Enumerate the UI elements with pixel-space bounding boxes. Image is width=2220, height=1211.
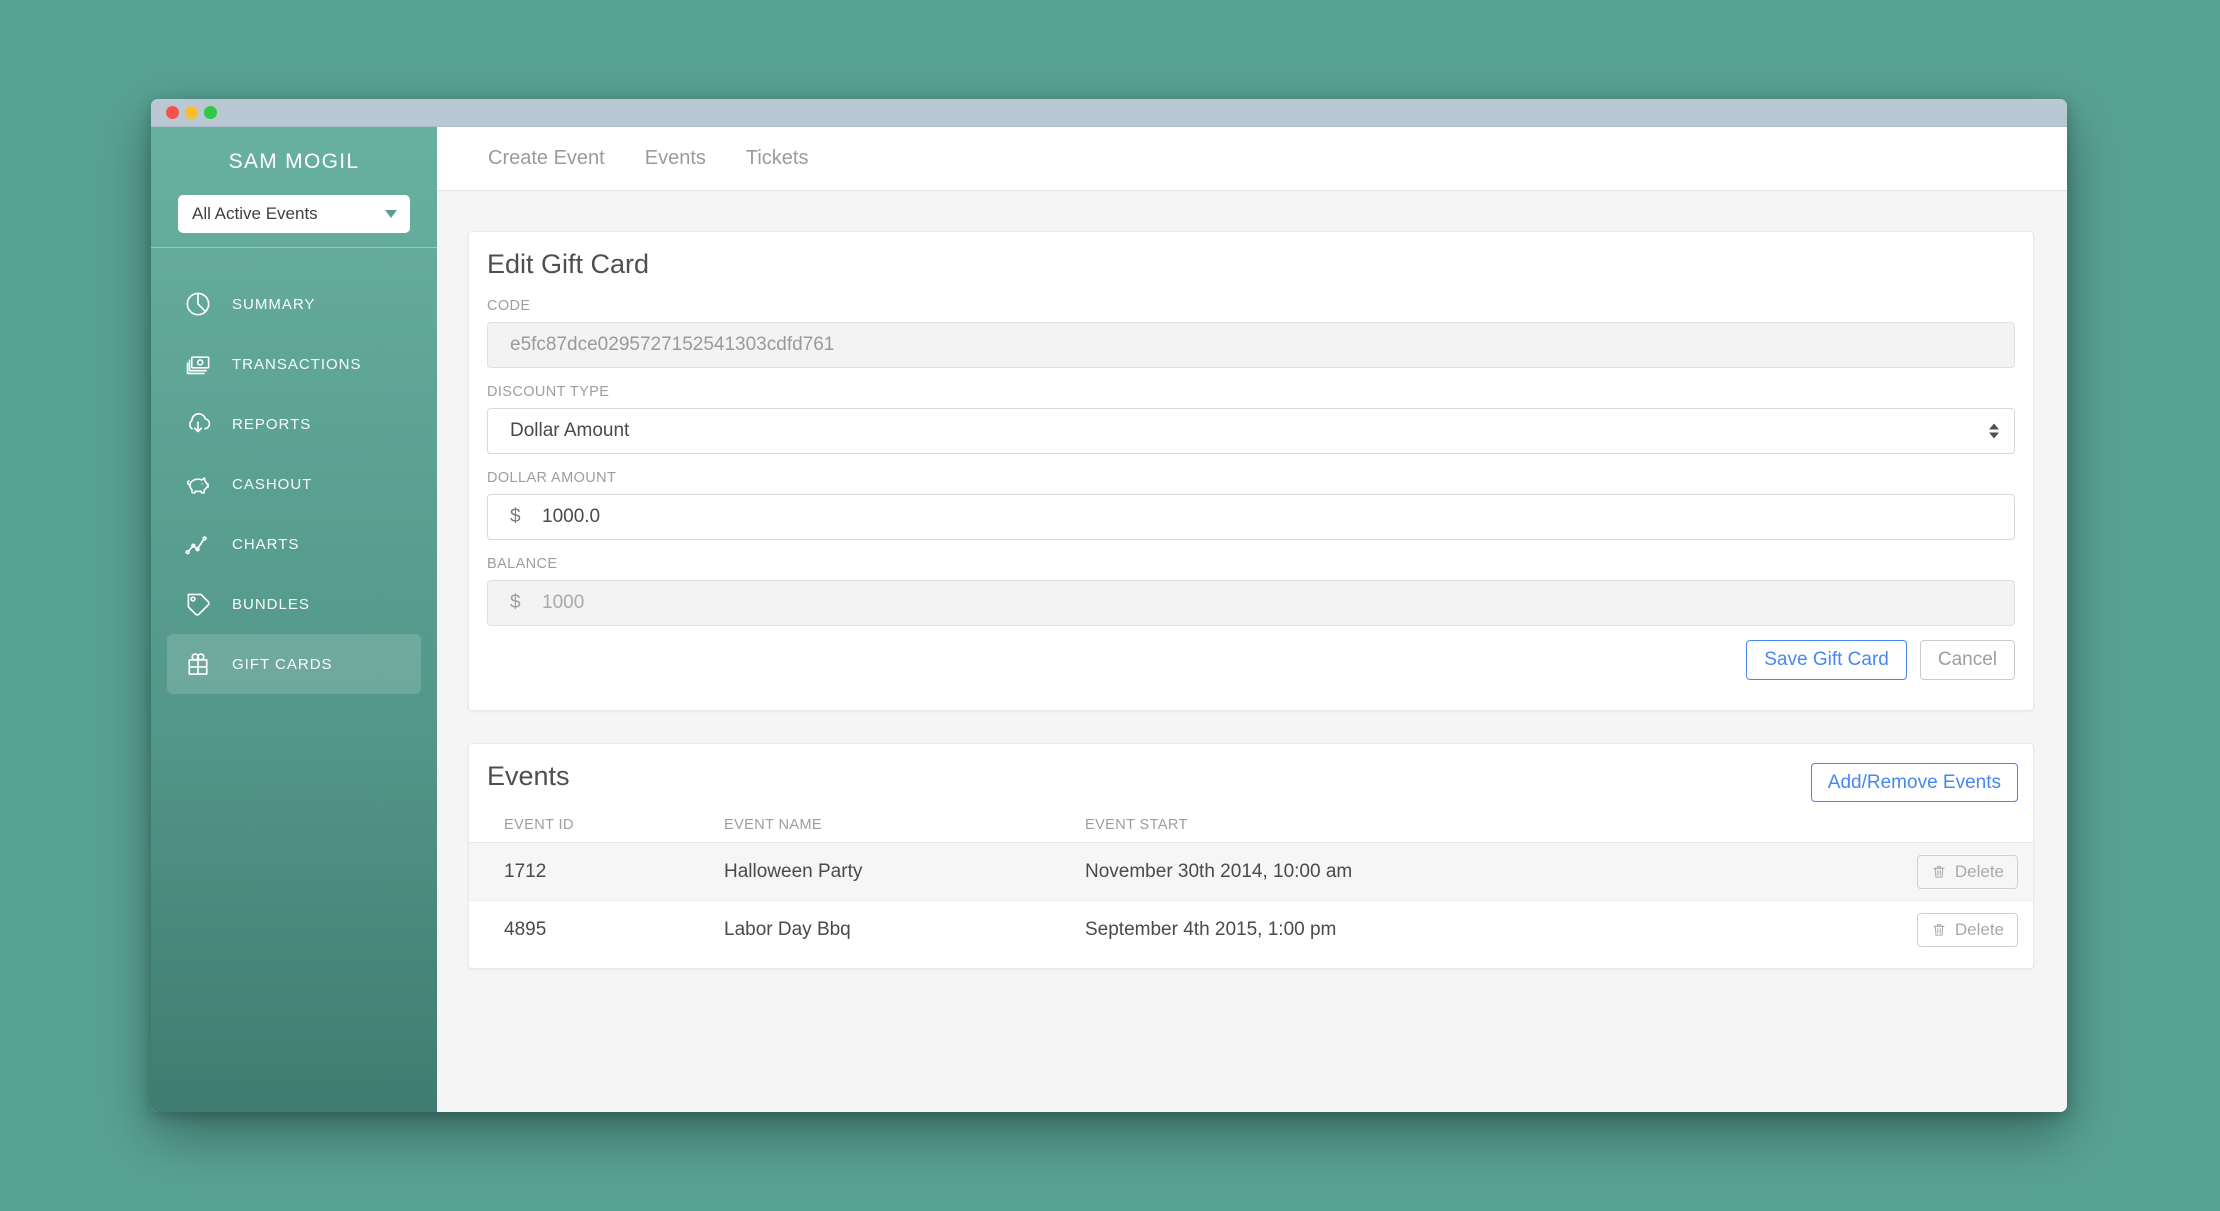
trash-icon xyxy=(1933,865,1945,878)
app-window: SAM MOGIL All Active Events SUMMARY xyxy=(151,99,2067,1112)
events-panel: Events Add/Remove Events EVENT ID EVENT … xyxy=(468,743,2034,969)
events-table-header: EVENT ID EVENT NAME EVENT START xyxy=(469,808,2033,843)
nav-tickets[interactable]: Tickets xyxy=(745,147,809,169)
sidebar-item-transactions[interactable]: TRANSACTIONS xyxy=(167,334,421,394)
event-start-cell: September 4th 2015, 1:00 pm xyxy=(1085,918,1337,940)
discount-type-label: DISCOUNT TYPE xyxy=(487,384,610,400)
gift-icon xyxy=(183,649,213,679)
account-name: SAM MOGIL xyxy=(228,150,360,173)
event-name-cell: Halloween Party xyxy=(724,860,863,882)
zoom-window-button[interactable] xyxy=(204,106,217,119)
header-event-start: EVENT START xyxy=(1085,817,1188,833)
dollar-amount-field: $ xyxy=(487,494,2015,540)
sidebar-item-label: REPORTS xyxy=(232,415,312,433)
close-window-button[interactable] xyxy=(166,106,179,119)
event-start-cell: November 30th 2014, 10:00 am xyxy=(1085,860,1353,882)
delete-event-button[interactable]: Delete xyxy=(1916,912,2018,947)
code-label: CODE xyxy=(487,298,531,314)
delete-event-button[interactable]: Delete xyxy=(1916,854,2018,889)
edit-gift-card-panel: Edit Gift Card CODE DISCOUNT TYPE Dollar… xyxy=(468,231,2034,711)
select-updown-icon xyxy=(1989,423,1999,439)
sidebar-item-reports[interactable]: REPORTS xyxy=(167,394,421,454)
events-panel-title: Events xyxy=(487,761,570,791)
balance-input xyxy=(542,592,1992,614)
top-navigation: Create Event Events Tickets xyxy=(437,127,2067,191)
content-area: Edit Gift Card CODE DISCOUNT TYPE Dollar… xyxy=(437,191,2067,1112)
event-filter-select[interactable]: All Active Events xyxy=(178,195,410,233)
add-remove-events-button[interactable]: Add/Remove Events xyxy=(1810,763,2018,802)
form-actions: Save Gift Card Cancel xyxy=(487,640,2015,680)
sidebar-item-charts[interactable]: CHARTS xyxy=(167,514,421,574)
dollar-sign-prefix: $ xyxy=(510,506,521,527)
delete-button-label: Delete xyxy=(1954,861,2004,881)
minimize-window-button[interactable] xyxy=(185,106,198,119)
events-table: EVENT ID EVENT NAME EVENT START 1712 Hal… xyxy=(469,808,2033,958)
event-id-cell: 1712 xyxy=(504,860,547,882)
balance-field: $ xyxy=(487,580,2015,626)
sidebar: SAM MOGIL All Active Events SUMMARY xyxy=(151,127,437,1112)
delete-button-label: Delete xyxy=(1954,919,2004,939)
nav-create-event[interactable]: Create Event xyxy=(488,147,605,169)
sidebar-item-label: SUMMARY xyxy=(232,295,316,313)
sidebar-nav: SUMMARY TRANSACTIONS xyxy=(151,274,437,694)
sidebar-divider xyxy=(151,247,437,248)
sidebar-item-label: CASHOUT xyxy=(232,475,313,493)
table-row: 4895 Labor Day Bbq September 4th 2015, 1… xyxy=(469,901,2033,958)
table-row: 1712 Halloween Party November 30th 2014,… xyxy=(469,843,2033,901)
discount-type-value: Dollar Amount xyxy=(510,420,630,441)
dollar-amount-label: DOLLAR AMOUNT xyxy=(487,470,617,486)
main-area: Create Event Events Tickets Edit Gift Ca… xyxy=(437,127,2067,1112)
nav-events[interactable]: Events xyxy=(644,147,706,169)
line-chart-icon xyxy=(183,529,213,559)
balance-label: BALANCE xyxy=(487,556,558,572)
save-gift-card-button[interactable]: Save Gift Card xyxy=(1746,640,1907,680)
cancel-button[interactable]: Cancel xyxy=(1919,640,2015,680)
header-event-id: EVENT ID xyxy=(504,817,574,833)
sidebar-item-label: GIFT CARDS xyxy=(232,655,333,673)
dollar-amount-input[interactable] xyxy=(542,506,1992,528)
sidebar-item-cashout[interactable]: CASHOUT xyxy=(167,454,421,514)
code-input xyxy=(487,322,2015,368)
event-id-cell: 4895 xyxy=(504,918,547,940)
piggy-bank-icon xyxy=(183,469,213,499)
tag-icon xyxy=(183,589,213,619)
sidebar-item-label: CHARTS xyxy=(232,535,300,553)
cloud-download-icon xyxy=(183,409,213,439)
sidebar-item-summary[interactable]: SUMMARY xyxy=(167,274,421,334)
window-titlebar xyxy=(151,99,2067,127)
cash-icon xyxy=(183,349,213,379)
chevron-down-icon xyxy=(385,210,397,218)
header-event-name: EVENT NAME xyxy=(724,817,823,833)
event-name-cell: Labor Day Bbq xyxy=(724,918,851,940)
sidebar-item-label: BUNDLES xyxy=(232,595,310,613)
pie-chart-icon xyxy=(183,289,213,319)
trash-icon xyxy=(1933,923,1945,936)
dollar-sign-prefix: $ xyxy=(510,592,521,613)
sidebar-item-gift-cards[interactable]: GIFT CARDS xyxy=(167,634,421,694)
discount-type-select[interactable]: Dollar Amount xyxy=(487,408,2015,454)
event-filter-value: All Active Events xyxy=(192,204,318,223)
sidebar-item-bundles[interactable]: BUNDLES xyxy=(167,574,421,634)
panel-title: Edit Gift Card xyxy=(487,249,650,279)
sidebar-item-label: TRANSACTIONS xyxy=(232,355,362,373)
